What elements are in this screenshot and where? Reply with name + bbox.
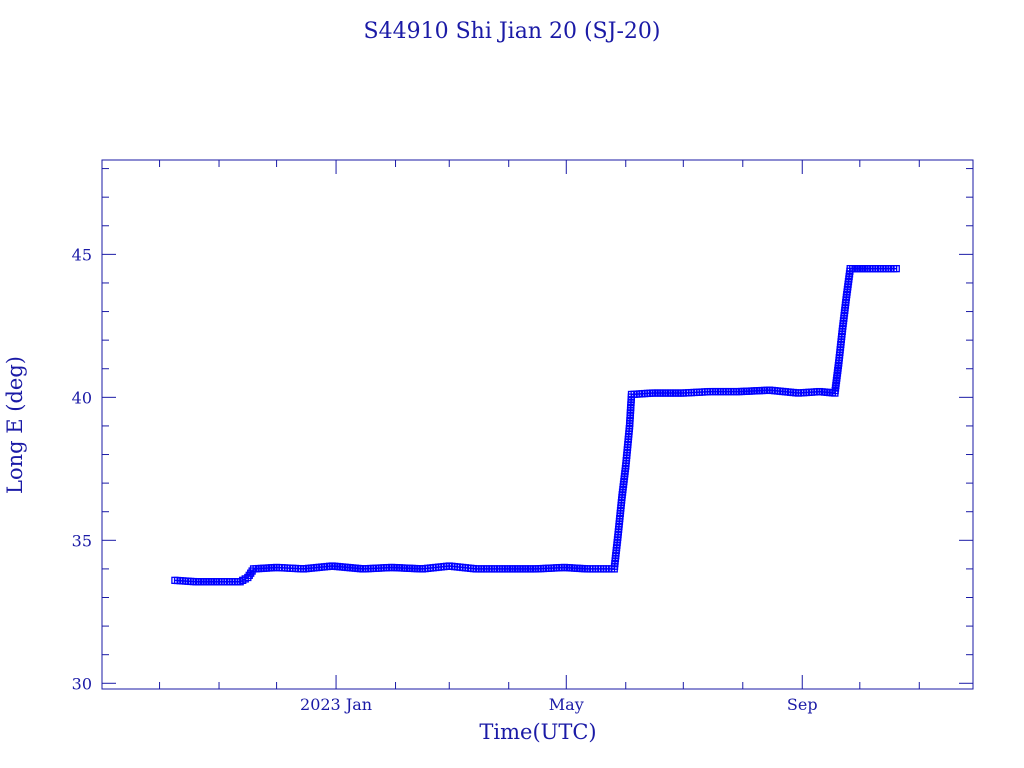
y-axis-label: Long E (deg): [3, 356, 27, 494]
data-point: [892, 265, 900, 273]
axis-ticks: 30 35 40 45 2023 Jan May Sep: [72, 160, 973, 714]
y-tick-label: 35: [72, 531, 92, 550]
chart-title: S44910 Shi Jian 20 (SJ-20): [364, 19, 661, 44]
x-axis-label: Time(UTC): [479, 720, 596, 744]
series-layer: [171, 265, 900, 586]
x-tick-label: Sep: [787, 695, 818, 714]
y-tick-label: 45: [72, 245, 92, 264]
x-tick-label: May: [549, 695, 584, 714]
y-tick-label: 30: [72, 674, 92, 693]
plot-frame: [101, 159, 974, 690]
x-tick-label: 2023 Jan: [300, 695, 372, 714]
series-line: [174, 267, 897, 583]
y-tick-label: 40: [72, 388, 92, 407]
